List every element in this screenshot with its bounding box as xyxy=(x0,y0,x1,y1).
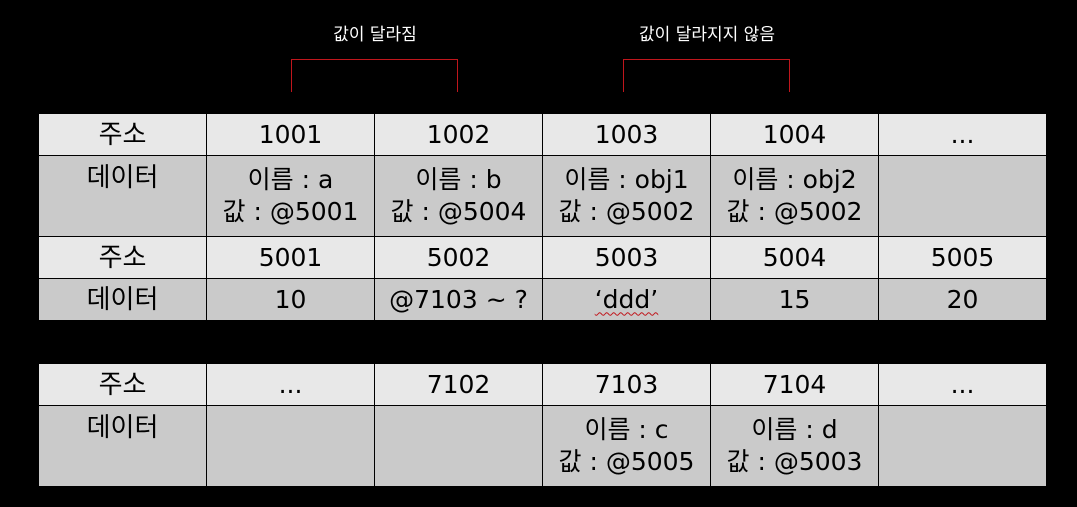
address-cell: 1003 xyxy=(542,113,711,156)
address-row: 주소 ... 7102 7103 7104 ... xyxy=(38,363,1047,406)
address-cell: ... xyxy=(878,363,1047,406)
callout-unchanged-bracket xyxy=(623,59,790,92)
data-cell: 이름 : d 값 : @5003 xyxy=(710,405,879,487)
data-row: 데이터 10 @7103 ~ ? ‘ddd’ 15 20 xyxy=(38,278,1047,321)
address-cell: 1001 xyxy=(206,113,375,156)
address-cell: ... xyxy=(878,113,1047,156)
cell-value: 값 : @5001 xyxy=(222,197,359,226)
cell-value: 값 : @5003 xyxy=(726,447,863,476)
data-cell: 10 xyxy=(206,278,375,321)
address-cell: 7104 xyxy=(710,363,879,406)
address-cell: 5002 xyxy=(374,236,543,279)
data-header: 데이터 xyxy=(38,278,207,321)
address-cell: 5001 xyxy=(206,236,375,279)
cell-name: 이름 : d xyxy=(751,415,838,444)
address-cell: ... xyxy=(206,363,375,406)
data-header: 데이터 xyxy=(38,155,207,237)
data-header: 데이터 xyxy=(38,405,207,487)
data-row: 데이터 이름 : c 값 : @5005 이름 : d 값 : @5003 xyxy=(38,405,1047,487)
address-cell: 5005 xyxy=(878,236,1047,279)
data-cell xyxy=(878,405,1047,487)
callout-unchanged-label: 값이 달라지지 않음 xyxy=(639,25,775,45)
cell-value: 값 : @5005 xyxy=(558,447,695,476)
address-cell: 5003 xyxy=(542,236,711,279)
cell-value: 값 : @5002 xyxy=(726,197,863,226)
address-cell: 5004 xyxy=(710,236,879,279)
address-row: 주소 1001 1002 1003 1004 ... xyxy=(38,113,1047,156)
cell-name: 이름 : c xyxy=(584,415,669,444)
address-cell: 7103 xyxy=(542,363,711,406)
address-cell: 1002 xyxy=(374,113,543,156)
address-header: 주소 xyxy=(38,363,207,406)
callout-changed-bracket xyxy=(291,59,458,92)
spellcheck-underlined-value: ‘ddd’ xyxy=(594,284,659,314)
data-cell: 이름 : a 값 : @5001 xyxy=(206,155,375,237)
address-cell: 1004 xyxy=(710,113,879,156)
data-cell: @7103 ~ ? xyxy=(374,278,543,321)
address-cell: 7102 xyxy=(374,363,543,406)
cell-name: 이름 : obj2 xyxy=(732,165,857,194)
data-cell: 15 xyxy=(710,278,879,321)
cell-value: 값 : @5004 xyxy=(390,197,527,226)
data-cell: 이름 : obj1 값 : @5002 xyxy=(542,155,711,237)
data-row: 데이터 이름 : a 값 : @5001 이름 : b 값 : @5004 이름 :… xyxy=(38,155,1047,237)
data-cell: 이름 : c 값 : @5005 xyxy=(542,405,711,487)
cell-value: 값 : @5002 xyxy=(558,197,695,226)
address-header: 주소 xyxy=(38,236,207,279)
data-cell xyxy=(878,155,1047,237)
memory-table-variables: 주소 1001 1002 1003 1004 ... 데이터 이름 : a 값 :… xyxy=(38,113,1047,321)
address-header: 주소 xyxy=(38,113,207,156)
data-cell xyxy=(374,405,543,487)
address-row: 주소 5001 5002 5003 5004 5005 xyxy=(38,236,1047,279)
cell-name: 이름 : b xyxy=(415,165,502,194)
cell-name: 이름 : obj1 xyxy=(564,165,689,194)
data-cell xyxy=(206,405,375,487)
data-cell: 이름 : obj2 값 : @5002 xyxy=(710,155,879,237)
cell-name: 이름 : a xyxy=(247,165,334,194)
data-cell: 20 xyxy=(878,278,1047,321)
data-cell: 이름 : b 값 : @5004 xyxy=(374,155,543,237)
memory-table-objects: 주소 ... 7102 7103 7104 ... 데이터 이름 : c 값 : … xyxy=(38,363,1047,487)
callout-changed-label: 값이 달라짐 xyxy=(333,25,417,45)
data-cell: ‘ddd’ xyxy=(542,278,711,321)
